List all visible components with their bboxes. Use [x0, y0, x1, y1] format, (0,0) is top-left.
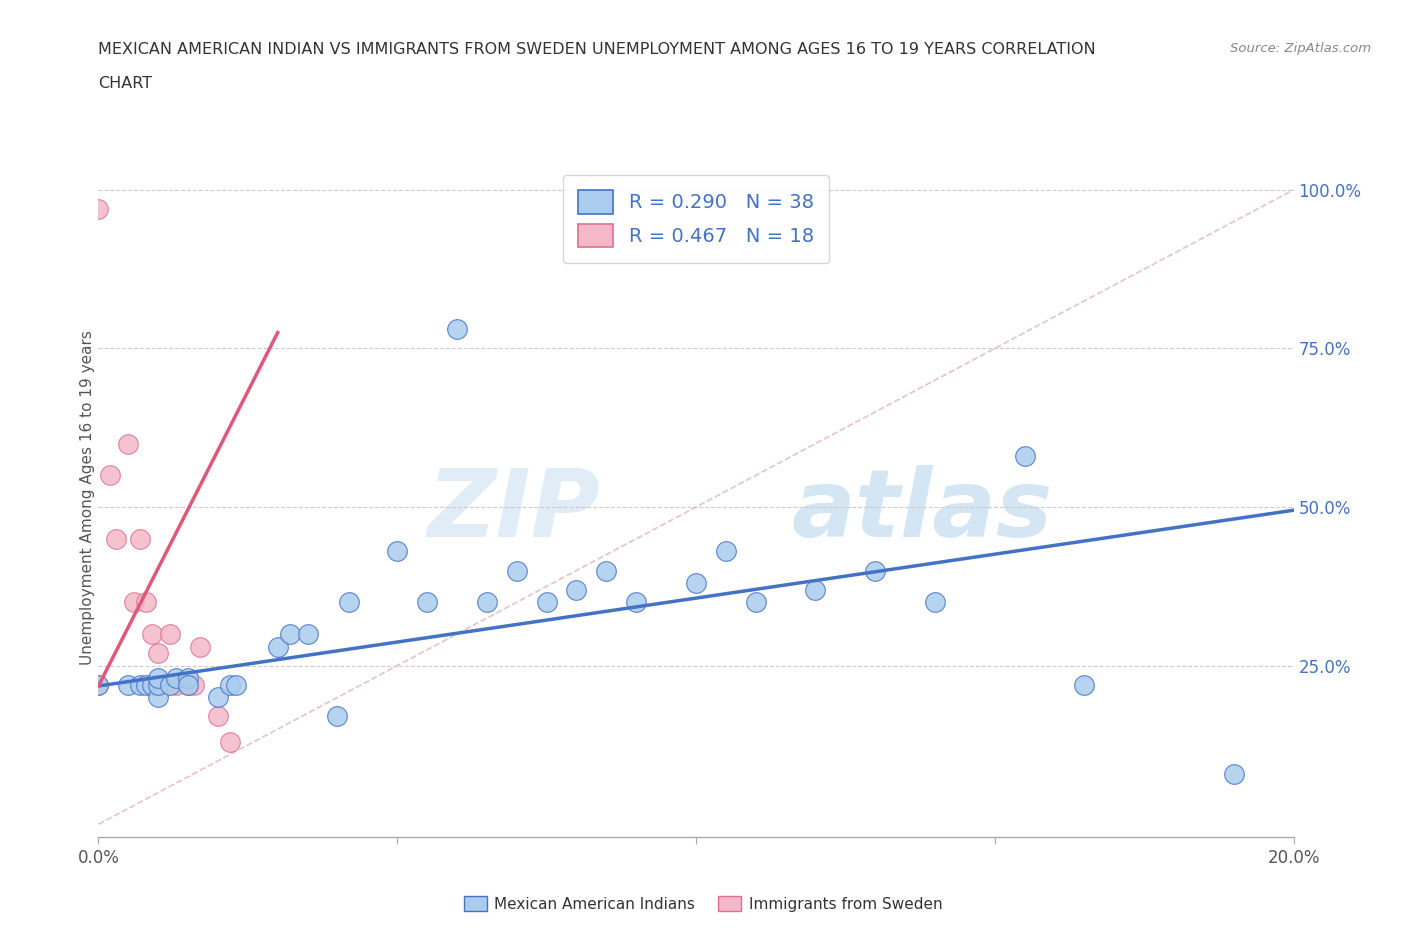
Text: atlas: atlas: [792, 465, 1053, 557]
Point: [506, 563, 529, 578]
Point: [135, 595, 157, 610]
Point: [565, 582, 588, 597]
Point: [177, 677, 200, 692]
Text: Source: ZipAtlas.com: Source: ZipAtlas.com: [1230, 42, 1371, 55]
Point: [624, 595, 647, 610]
Point: [165, 671, 187, 685]
Point: [148, 645, 170, 660]
Point: [159, 627, 181, 642]
Point: [141, 627, 163, 642]
Point: [129, 677, 152, 692]
Point: [148, 690, 170, 705]
Point: [135, 677, 157, 692]
Point: [1073, 677, 1095, 692]
Point: [536, 595, 558, 610]
Point: [117, 436, 139, 451]
Point: [148, 671, 170, 685]
Point: [595, 563, 617, 578]
Point: [297, 627, 319, 642]
Point: [416, 595, 439, 610]
Text: MEXICAN AMERICAN INDIAN VS IMMIGRANTS FROM SWEDEN UNEMPLOYMENT AMONG AGES 16 TO : MEXICAN AMERICAN INDIAN VS IMMIGRANTS FR…: [98, 42, 1097, 57]
Point: [207, 709, 229, 724]
Point: [278, 627, 301, 642]
Point: [745, 595, 768, 610]
Point: [446, 322, 468, 337]
Point: [141, 677, 163, 692]
Point: [339, 595, 360, 610]
Point: [326, 709, 349, 724]
Point: [267, 639, 290, 654]
Point: [98, 468, 122, 483]
Point: [177, 677, 200, 692]
Point: [148, 677, 170, 692]
Point: [183, 677, 205, 692]
Text: ZIP: ZIP: [427, 465, 600, 557]
Point: [714, 544, 737, 559]
Text: CHART: CHART: [98, 76, 152, 91]
Legend: Mexican American Indians, Immigrants from Sweden: Mexican American Indians, Immigrants fro…: [457, 889, 949, 918]
Point: [87, 677, 110, 692]
Point: [87, 202, 110, 217]
Point: [804, 582, 827, 597]
Point: [865, 563, 887, 578]
Point: [188, 639, 211, 654]
Point: [219, 735, 242, 750]
Point: [475, 595, 498, 610]
Y-axis label: Unemployment Among Ages 16 to 19 years: Unemployment Among Ages 16 to 19 years: [80, 330, 94, 665]
Point: [685, 576, 707, 591]
Point: [1014, 449, 1036, 464]
Point: [207, 690, 229, 705]
Point: [117, 677, 139, 692]
Point: [105, 531, 128, 546]
Point: [87, 677, 110, 692]
Point: [1223, 766, 1246, 781]
Point: [129, 531, 152, 546]
Legend: R = 0.290   N = 38, R = 0.467   N = 18: R = 0.290 N = 38, R = 0.467 N = 18: [562, 175, 830, 263]
Point: [225, 677, 247, 692]
Point: [148, 677, 170, 692]
Point: [924, 595, 946, 610]
Point: [219, 677, 242, 692]
Point: [177, 671, 200, 685]
Point: [385, 544, 409, 559]
Point: [159, 677, 181, 692]
Point: [165, 677, 187, 692]
Point: [124, 595, 146, 610]
